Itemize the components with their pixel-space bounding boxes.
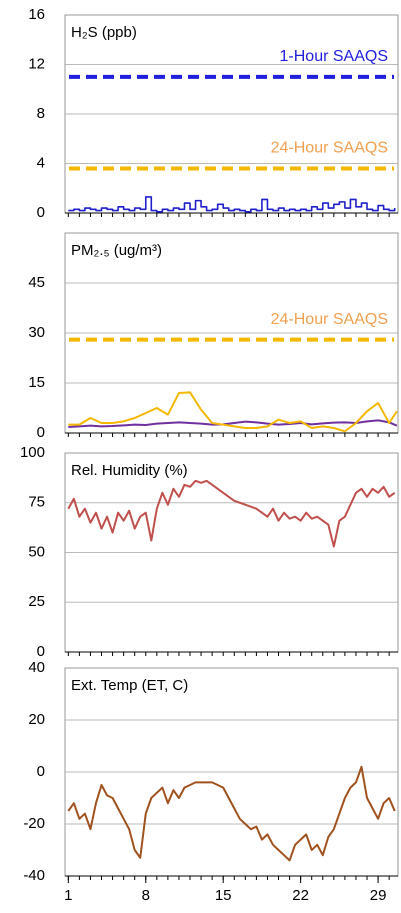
x-tick-label: 1 <box>64 887 72 904</box>
y-tick-label: 0 <box>37 763 45 780</box>
panel-title: Ext. Temp (ET, C) <box>71 677 188 694</box>
data-line <box>67 479 396 548</box>
y-tick-label: 0 <box>37 204 45 221</box>
y-tick-label: 20 <box>28 711 45 728</box>
y-tick-label: 12 <box>28 55 45 72</box>
y-tick-label: -40 <box>23 867 45 884</box>
data-line <box>68 419 398 428</box>
y-tick-label: 0 <box>37 643 45 660</box>
x-tick-label: 22 <box>292 887 309 904</box>
reference-label: 1-Hour SAAQS <box>280 48 388 65</box>
x-tick-label: 29 <box>370 887 387 904</box>
y-tick-label: 100 <box>20 444 45 461</box>
panel-title: H₂S (ppb) <box>71 24 137 41</box>
data-line <box>68 196 396 213</box>
reference-label: 24-Hour SAAQS <box>271 140 388 157</box>
y-tick-label: 15 <box>28 374 45 391</box>
panel-title: PM₂.₅ (ug/m³) <box>71 242 162 259</box>
y-tick-label: 30 <box>28 324 45 341</box>
y-tick-label: 4 <box>37 154 45 171</box>
x-tick-label: 8 <box>142 887 150 904</box>
y-tick-label: -20 <box>23 815 45 832</box>
y-tick-label: 45 <box>28 274 45 291</box>
y-tick-label: 16 <box>28 6 45 23</box>
y-tick-label: 50 <box>28 543 45 560</box>
x-tick-label: 15 <box>215 887 232 904</box>
data-line <box>68 391 398 433</box>
y-tick-label: 40 <box>28 659 45 676</box>
y-tick-label: 75 <box>28 494 45 511</box>
y-tick-label: 0 <box>37 424 45 441</box>
panel-title: Rel. Humidity (%) <box>71 462 188 479</box>
data-line <box>67 765 396 862</box>
y-tick-label: 25 <box>28 593 45 610</box>
y-tick-label: 8 <box>37 105 45 122</box>
reference-label: 24-Hour SAAQS <box>271 311 388 328</box>
